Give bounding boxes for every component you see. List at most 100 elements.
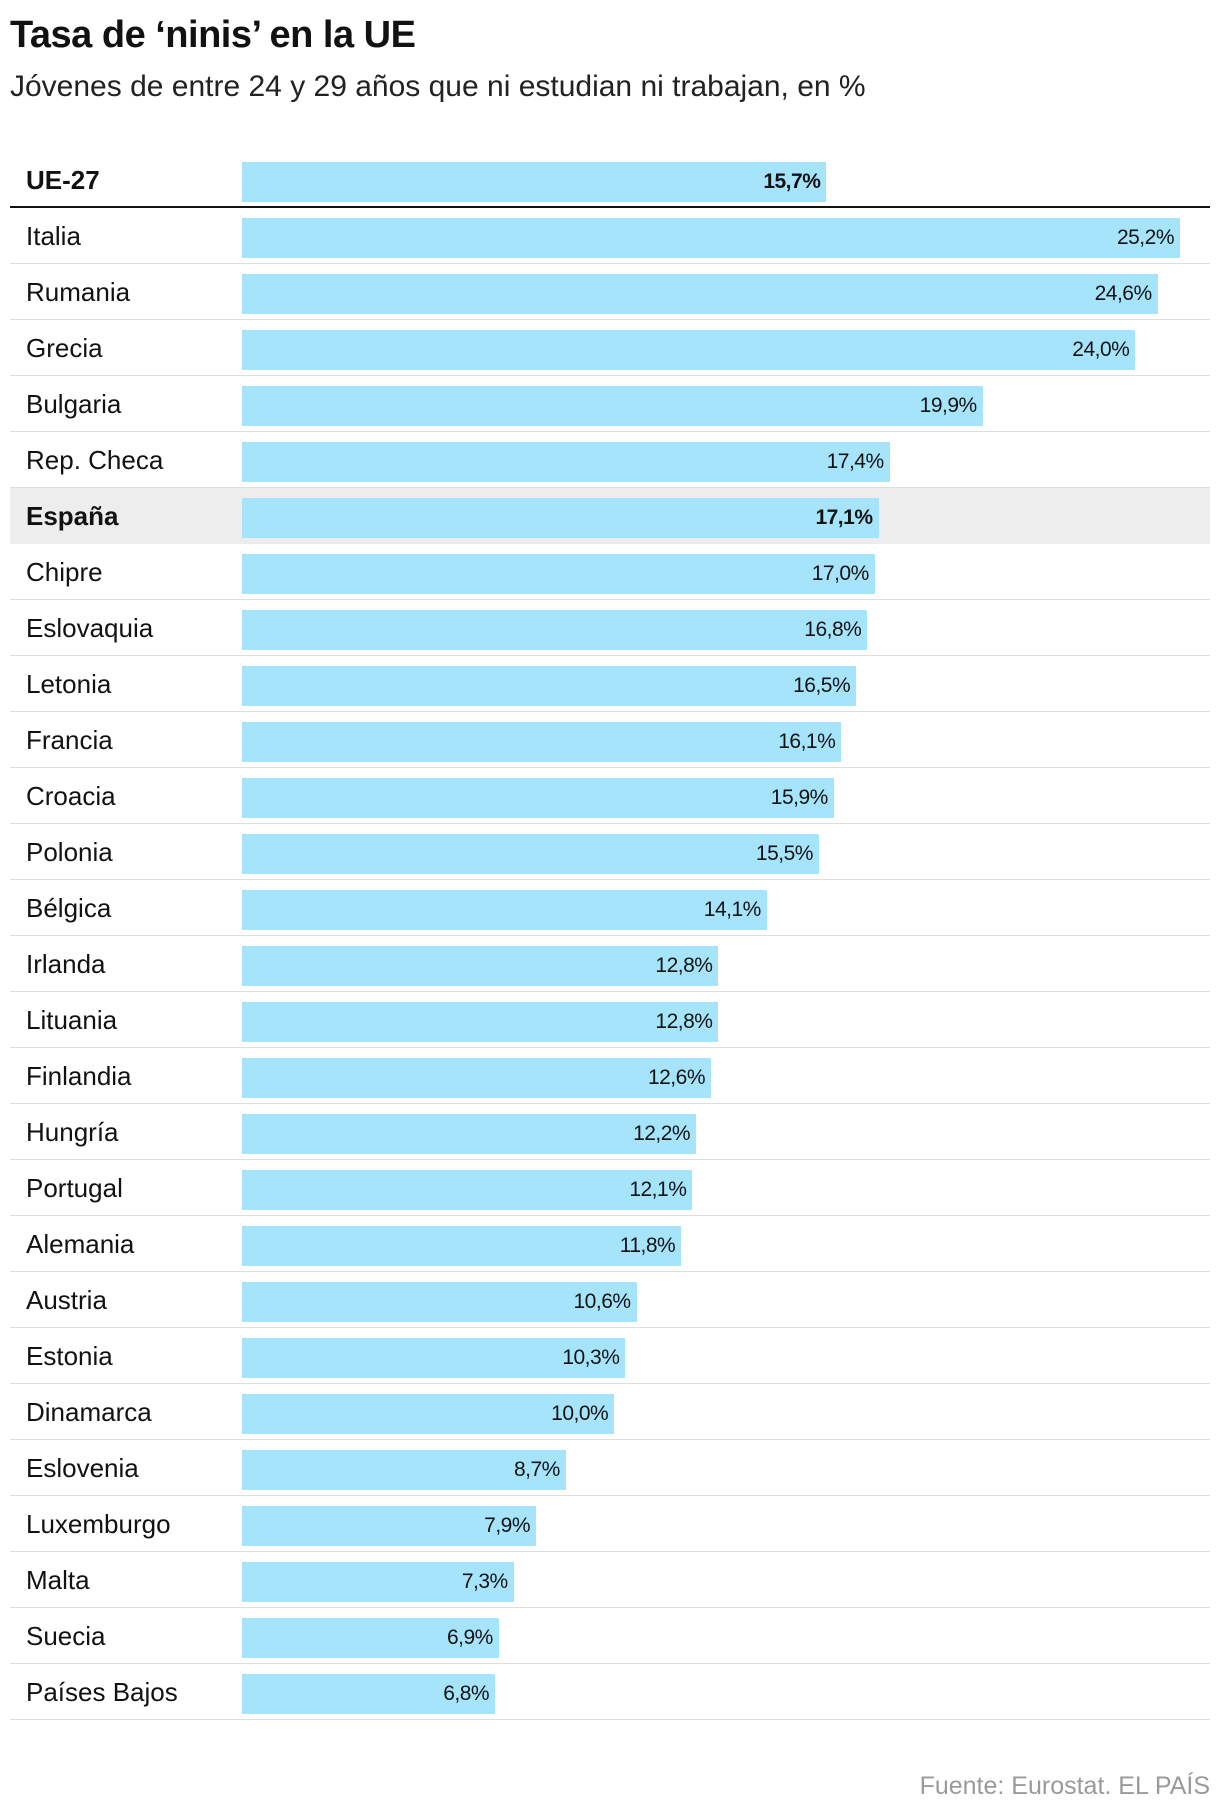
category-label: Finlandia: [26, 1061, 132, 1091]
bar-row: Estonia 10,3%: [10, 1328, 1210, 1384]
value-label: 12,8%: [655, 954, 713, 977]
category-label: Hungría: [26, 1117, 119, 1147]
chart-subtitle: Jóvenes de entre 24 y 29 años que ni est…: [10, 70, 866, 103]
bar-row: Francia 16,1%: [10, 712, 1210, 768]
value-label: 15,5%: [755, 842, 814, 865]
category-label: Austria: [26, 1285, 107, 1315]
value-label: 11,8%: [619, 1234, 676, 1257]
category-label: Alemania: [26, 1229, 135, 1259]
bar: 25,2%: [242, 218, 1180, 258]
bar: 16,1%: [242, 722, 842, 762]
category-label: Portugal: [26, 1173, 123, 1203]
bar-row: Alemania 11,8%: [10, 1216, 1210, 1272]
bar: 14,1%: [242, 890, 767, 930]
category-label: Croacia: [26, 781, 116, 811]
bar-row: Letonia 16,5%: [10, 656, 1210, 712]
bar-row: Portugal 12,1%: [10, 1160, 1210, 1216]
category-label: Rep. Checa: [26, 445, 164, 475]
bar-row: Bulgaria 19,9%: [10, 376, 1210, 432]
bar: 12,8%: [242, 1002, 719, 1042]
chart-title: Tasa de ‘ninis’ en la UE: [10, 14, 416, 56]
category-label: UE-27: [26, 165, 100, 195]
bar: 7,9%: [242, 1506, 537, 1546]
bar: 16,8%: [242, 610, 868, 650]
bar-row: Bélgica 14,1%: [10, 880, 1210, 936]
bar: 19,9%: [242, 386, 983, 426]
value-label: 16,5%: [793, 674, 851, 697]
value-label: 10,0%: [551, 1402, 609, 1425]
bar-row: Chipre 17,0%: [10, 544, 1210, 600]
bar: 12,1%: [242, 1170, 693, 1210]
bar: 17,4%: [242, 442, 890, 482]
bar-row: Rep. Checa 17,4%: [10, 432, 1210, 488]
value-label: 8,7%: [513, 1458, 560, 1481]
category-label: Bélgica: [26, 893, 112, 923]
bar-row: Irlanda 12,8%: [10, 936, 1210, 992]
category-label: Eslovenia: [26, 1453, 139, 1483]
value-label: 12,1%: [629, 1178, 687, 1201]
bar-row: Austria 10,6%: [10, 1272, 1210, 1328]
value-label: 6,9%: [446, 1626, 493, 1649]
bar: 15,7%: [242, 162, 827, 202]
category-label: Dinamarca: [26, 1397, 152, 1427]
category-label: Francia: [26, 725, 113, 755]
bar-row: Grecia 24,0%: [10, 320, 1210, 376]
bar: 11,8%: [242, 1226, 682, 1266]
bar: 15,9%: [242, 778, 834, 818]
bar-row: Lituania 12,8%: [10, 992, 1210, 1048]
category-label: Grecia: [26, 333, 103, 363]
bar-row: Polonia 15,5%: [10, 824, 1210, 880]
value-label: 17,4%: [826, 450, 885, 473]
value-label: 6,8%: [443, 1682, 490, 1705]
category-label: Letonia: [26, 669, 112, 699]
category-label: Polonia: [26, 837, 113, 867]
bar-row: Países Bajos 6,8%: [10, 1664, 1210, 1720]
category-label: Chipre: [26, 557, 103, 587]
bar: 6,9%: [242, 1618, 499, 1658]
category-label: Irlanda: [26, 949, 106, 979]
category-label: Luxemburgo: [26, 1509, 171, 1539]
category-label: Bulgaria: [26, 389, 122, 419]
value-label: 16,8%: [804, 618, 862, 641]
value-label: 17,1%: [815, 506, 873, 529]
bar: 12,2%: [242, 1114, 697, 1154]
source-note: Fuente: Eurostat. EL PAÍS: [919, 1772, 1210, 1800]
bar: 15,5%: [242, 834, 819, 874]
value-label: 10,3%: [562, 1346, 620, 1369]
category-label: Países Bajos: [26, 1677, 178, 1707]
bar: 8,7%: [242, 1450, 566, 1490]
bar: 24,0%: [242, 330, 1136, 370]
bar-row: Dinamarca 10,0%: [10, 1384, 1210, 1440]
bar-row: Eslovenia 8,7%: [10, 1440, 1210, 1496]
category-label: Estonia: [26, 1341, 113, 1371]
bar-row: Italia 25,2%: [10, 208, 1210, 264]
value-label: 10,6%: [573, 1290, 632, 1313]
bar-row: Suecia 6,9%: [10, 1608, 1210, 1664]
value-label: 12,6%: [647, 1066, 706, 1089]
value-label: 24,0%: [1072, 338, 1130, 361]
category-label: Lituania: [26, 1005, 118, 1035]
value-label: 25,2%: [1116, 226, 1175, 249]
category-label: España: [26, 501, 119, 531]
value-label: 19,9%: [919, 394, 978, 417]
value-label: 15,9%: [770, 786, 829, 809]
bar-row: Malta 7,3%: [10, 1552, 1210, 1608]
category-label: Eslovaquia: [26, 613, 154, 643]
value-label: 12,8%: [655, 1010, 713, 1033]
value-label: 12,2%: [633, 1122, 691, 1145]
bar: 6,8%: [242, 1674, 496, 1714]
bar: 24,6%: [242, 274, 1158, 314]
value-label: 7,9%: [484, 1514, 531, 1537]
bar: 17,1%: [242, 498, 879, 538]
bar-row: Hungría 12,2%: [10, 1104, 1210, 1160]
value-label: 17,0%: [811, 562, 870, 585]
category-label: Malta: [26, 1565, 90, 1595]
bar-row: UE-27 15,7%: [10, 152, 1210, 208]
value-label: 15,7%: [763, 170, 821, 193]
bar: 10,6%: [242, 1282, 637, 1322]
value-label: 16,1%: [778, 730, 836, 753]
value-label: 7,3%: [461, 1570, 508, 1593]
bar: 16,5%: [242, 666, 857, 706]
bar: 17,0%: [242, 554, 875, 594]
bar-row: Eslovaquia 16,8%: [10, 600, 1210, 656]
